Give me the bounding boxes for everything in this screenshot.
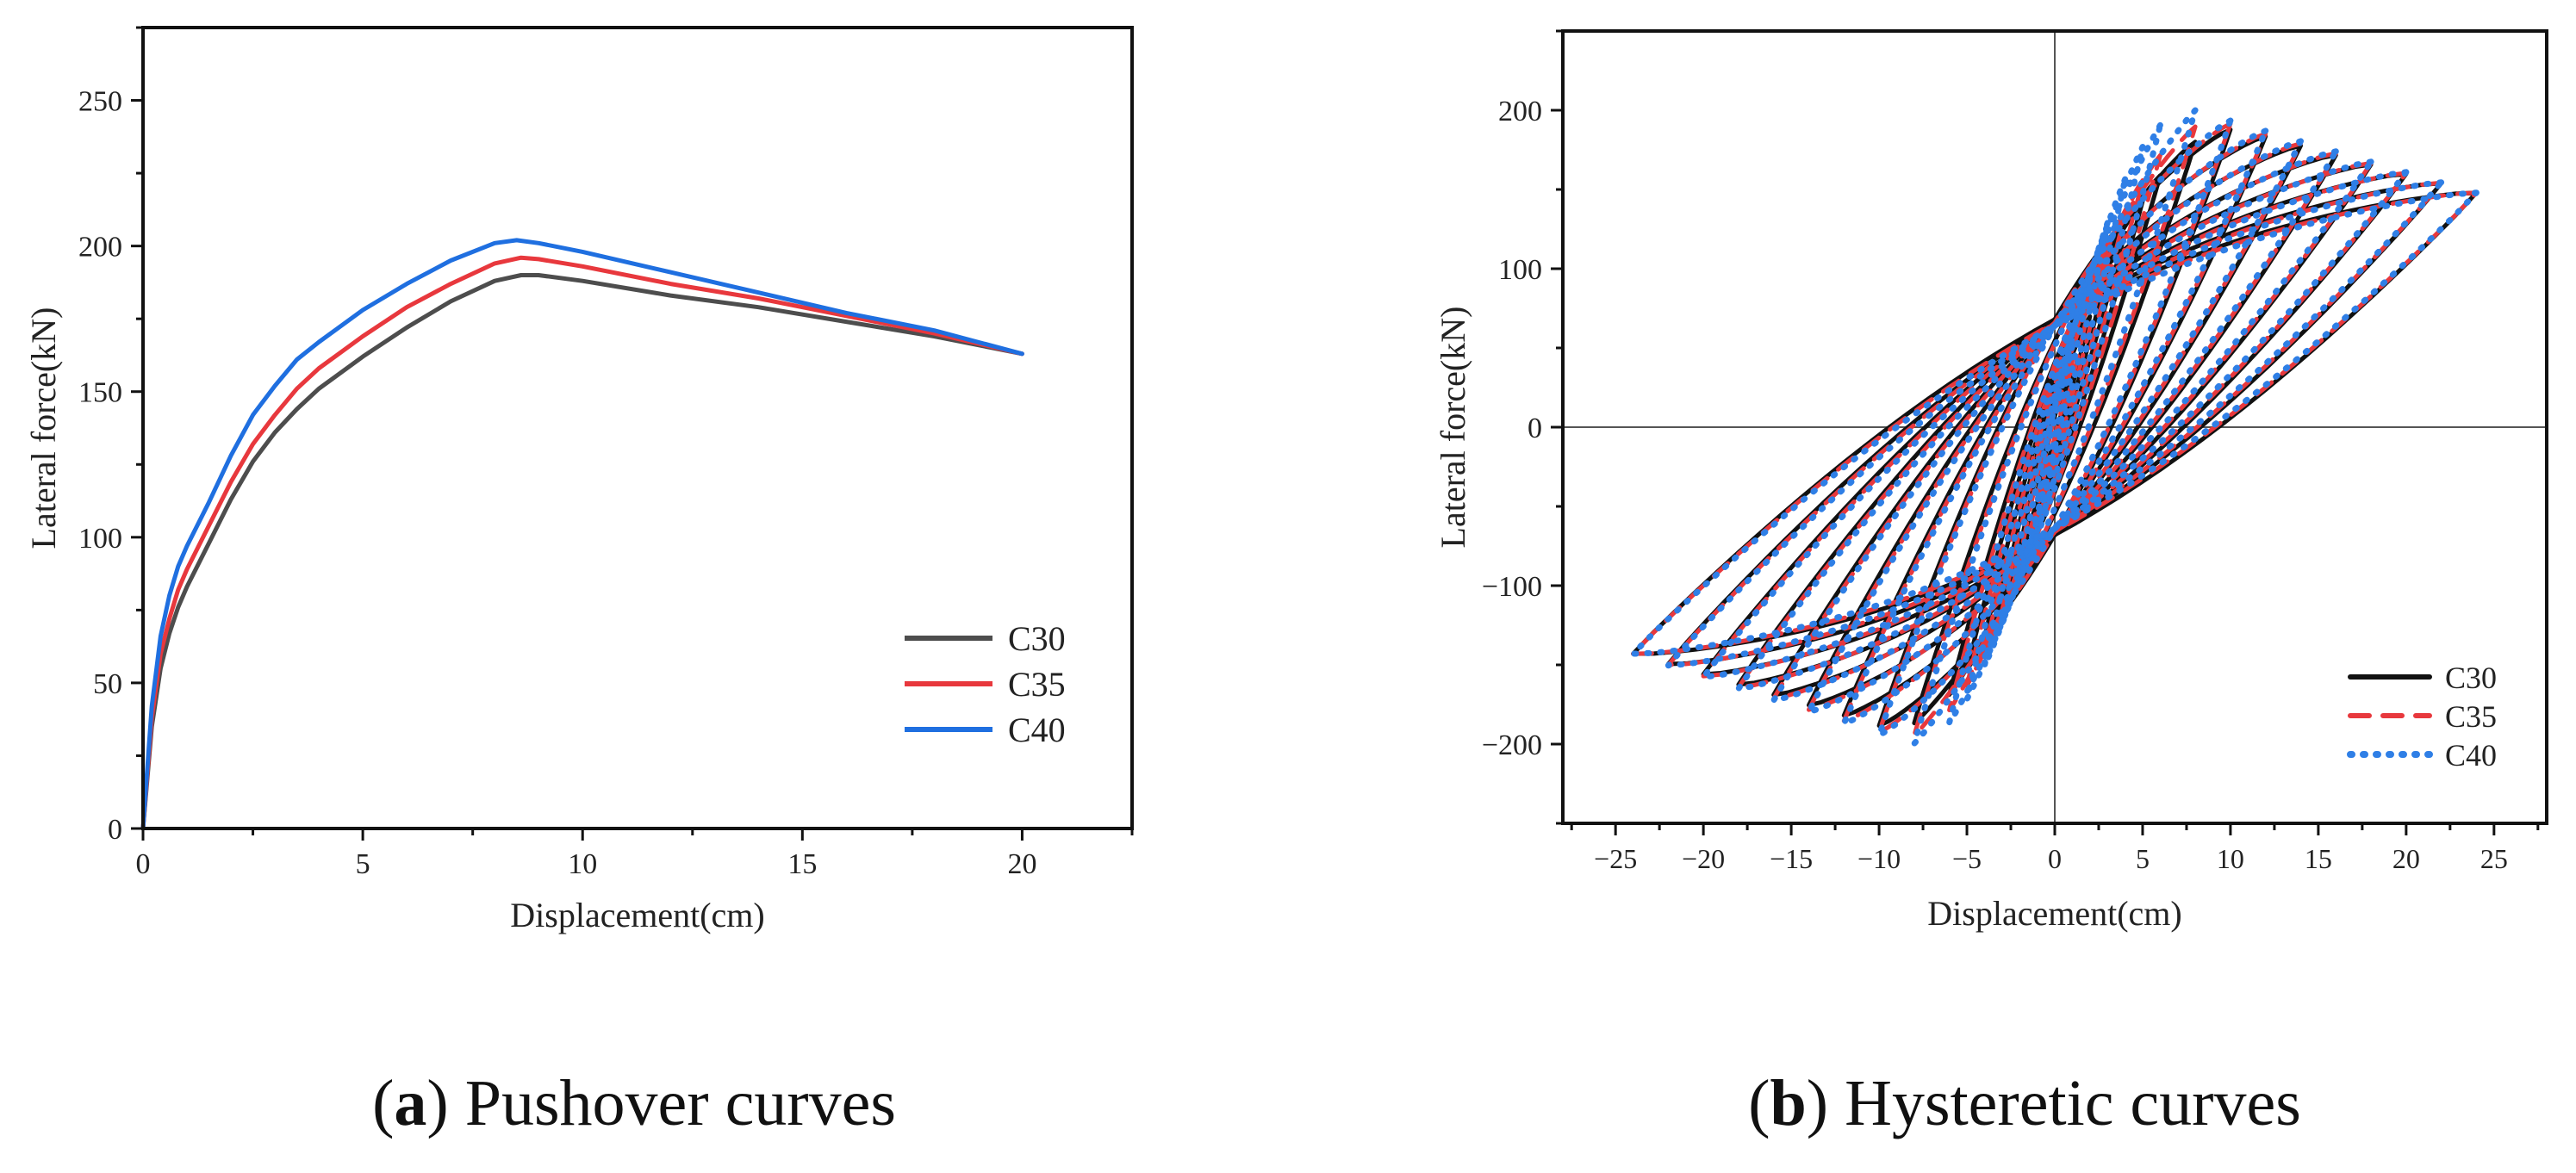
hysteretic-loop-c40 — [1630, 189, 2480, 657]
hysteretic-loop-c40 — [1700, 169, 2410, 680]
pushover-x-tick-label: 15 — [787, 848, 817, 880]
pushover-x-tick-label: 0 — [136, 848, 151, 880]
pushover-y-tick-label: 150 — [78, 377, 122, 409]
hysteretic-x-tick-label: −20 — [1682, 843, 1725, 874]
pushover-curves — [140, 238, 1024, 831]
pushover-y-tick-label: 50 — [93, 668, 122, 700]
hysteretic-curves — [1630, 107, 2480, 747]
hysteretic-loop-c40 — [1770, 148, 2339, 704]
hysteretic-legend-label-c40: C40 — [2445, 738, 2497, 773]
pushover-y-tick-label: 100 — [78, 523, 122, 555]
pushover-x-label: Displacement(cm) — [510, 896, 764, 934]
hysteretic-y-tick-label: 200 — [1498, 96, 1542, 127]
caption-b-text: Hysteretic curves — [1845, 1067, 2301, 1139]
hysteretic-x-tick-label: 25 — [2480, 843, 2508, 874]
caption-a-text: Pushover curves — [465, 1067, 896, 1139]
hysteretic-loop-c40 — [1840, 127, 2269, 727]
hysteretic-chart: −25 −20 −15 −10 −5 0 5 10 15 20 25 −200 −100 0 100 200… — [1434, 29, 2548, 933]
hysteretic-loop-c40 — [1664, 179, 2445, 669]
pushover-y-label: Lateral force(kN) — [24, 307, 63, 549]
caption-a: (a) Pushover curves — [372, 1067, 896, 1139]
hysteretic-x-tick-label: −25 — [1594, 843, 1637, 874]
hysteretic-y-tick-label: 0 — [1528, 413, 1542, 444]
hysteretic-y-tick-label: 100 — [1498, 254, 1542, 286]
hysteretic-loop-c40 — [1946, 121, 2163, 726]
hysteretic-loop-c35 — [1807, 141, 2303, 712]
hysteretic-series-c40 — [1630, 107, 2480, 747]
pushover-y-tick-label: 0 — [108, 814, 122, 846]
hysteretic-x-ticks: −25 −20 −15 −10 −5 0 5 10 15 20 25 — [1570, 823, 2540, 874]
pushover-legend-label-c40: C40 — [1008, 711, 1066, 749]
caption-b: (b) Hysteretic curves — [1748, 1067, 2301, 1139]
hysteretic-legend-label-c35: C35 — [2445, 699, 2497, 734]
pushover-legend: C30 C35 C40 — [905, 619, 1066, 749]
pushover-legend-label-c30: C30 — [1008, 619, 1066, 658]
hysteretic-loop-c40 — [1806, 138, 2304, 716]
pushover-series-c35 — [140, 255, 1024, 831]
pushover-x-tick-label: 10 — [568, 848, 597, 880]
pushover-y-tick-label: 250 — [78, 86, 122, 118]
hysteretic-x-tick-label: 10 — [2217, 843, 2244, 874]
hysteretic-legend-label-c30: C30 — [2445, 661, 2497, 695]
hysteretic-x-tick-label: 20 — [2392, 843, 2420, 874]
pushover-x-tick-label: 5 — [356, 848, 370, 880]
pushover-series-c30 — [140, 273, 1024, 831]
hysteretic-legend: C30 C35 C40 — [2347, 661, 2497, 773]
pushover-chart: 0 5 10 15 20 0 50 100 150 200 250 Displacement(cm… — [24, 26, 1134, 934]
pushover-y-tick-label: 200 — [78, 232, 122, 264]
hysteretic-x-tick-label: 5 — [2136, 843, 2150, 874]
hysteretic-y-ticks: −200 −100 0 100 200 — [1482, 29, 1563, 825]
caption-a-letter: a — [394, 1067, 426, 1139]
pushover-x-ticks: 0 5 10 15 20 — [136, 829, 1134, 880]
hysteretic-x-tick-label: −10 — [1857, 843, 1901, 874]
pushover-x-tick-label: 20 — [1007, 848, 1036, 880]
hysteretic-x-tick-label: 0 — [2048, 843, 2062, 874]
hysteretic-loop-c40 — [2034, 343, 2075, 507]
hysteretic-x-tick-label: −5 — [1952, 843, 1982, 874]
hysteretic-x-tick-label: −15 — [1770, 843, 1813, 874]
hysteretic-loop-c40 — [1876, 117, 2234, 739]
caption-b-letter: b — [1770, 1067, 1807, 1139]
hysteretic-loop-c35 — [1912, 124, 2198, 738]
pushover-legend-label-c35: C35 — [1008, 665, 1066, 704]
hysteretic-loop-c40 — [2016, 275, 2094, 572]
hysteretic-y-label: Lateral force(kN) — [1434, 307, 1472, 549]
pushover-plot-frame — [141, 26, 1134, 830]
hysteretic-x-tick-label: 15 — [2305, 843, 2332, 874]
hysteretic-x-label: Displacement(cm) — [1927, 894, 2181, 933]
hysteretic-y-tick-label: −200 — [1482, 729, 1542, 761]
pushover-series-c40 — [140, 238, 1024, 831]
hysteretic-loop-c40 — [1735, 158, 2374, 692]
hysteretic-y-tick-label: −100 — [1482, 571, 1542, 603]
pushover-y-ticks: 0 50 100 150 200 250 — [78, 26, 143, 846]
